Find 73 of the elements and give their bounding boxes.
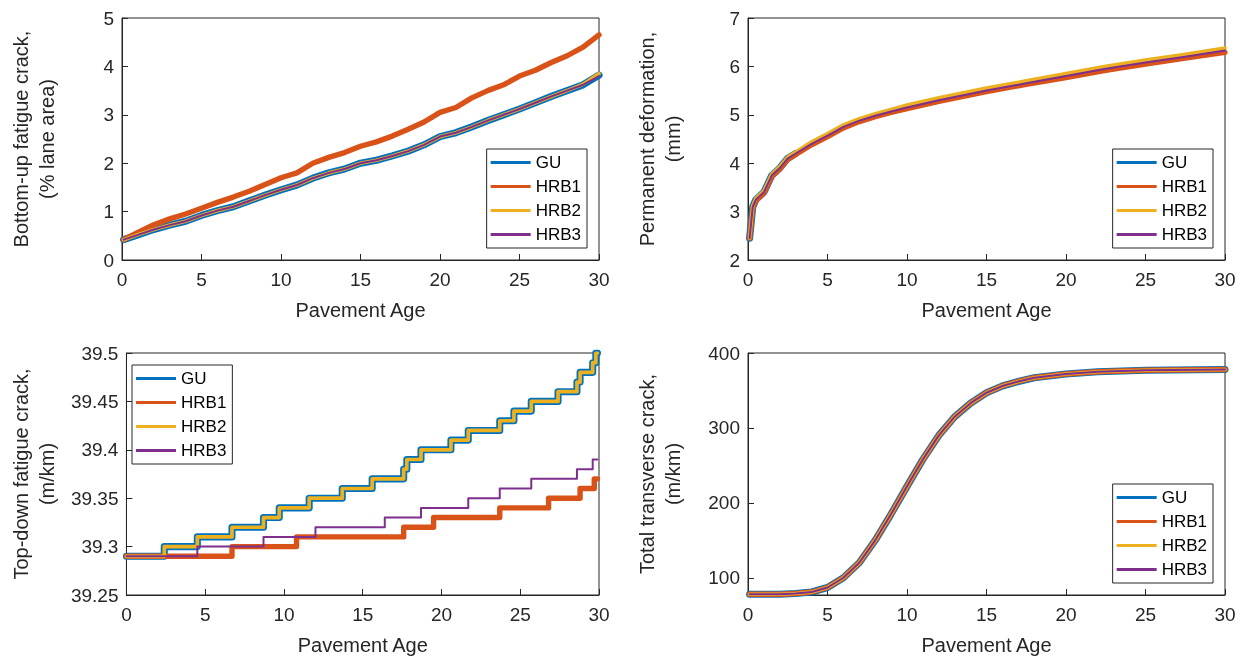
legend-label: HRB3 <box>1161 225 1208 244</box>
x-tick-label: 30 <box>588 604 610 625</box>
legend-label: HRB1 <box>1161 177 1208 196</box>
legend-label: GU <box>181 369 207 388</box>
y-axis-title: Bottom-up fatigue crack, (% lane area) <box>10 30 58 248</box>
y-axis-title: Top-down fatigue crack, (m/km) <box>10 368 58 580</box>
x-tick-label: 25 <box>1134 269 1157 290</box>
x-tick-label: 15 <box>349 269 372 290</box>
x-tick-label: 10 <box>273 604 295 625</box>
legend-label: HRB3 <box>1161 560 1208 579</box>
y-tick-label: 39.5 <box>81 342 119 364</box>
y-tick-label: 3 <box>729 201 740 223</box>
x-tick-label: 0 <box>121 604 132 625</box>
x-tick-label: 5 <box>822 604 833 625</box>
x-tick-label: 10 <box>896 269 918 290</box>
x-tick-label: 0 <box>742 269 754 290</box>
legend-label: HRB2 <box>1161 201 1208 220</box>
x-tick-label: 15 <box>352 604 374 625</box>
x-tick-label: 20 <box>1055 604 1077 625</box>
y-axis-title: Total transverse crack, (m/km) <box>636 373 684 575</box>
legend-label: GU <box>1161 153 1188 172</box>
x-axis-title: Pavement Age <box>921 299 1052 321</box>
x-tick-label: 5 <box>822 269 833 290</box>
y-tick-label: 5 <box>103 7 114 29</box>
y-tick-label: 400 <box>708 342 740 364</box>
legend-label: GU <box>535 153 562 172</box>
y-tick-label: 4 <box>729 152 741 174</box>
y-tick-label: 200 <box>708 492 740 514</box>
x-axis-title: Pavement Age <box>297 634 428 656</box>
x-tick-label: 20 <box>1055 269 1077 290</box>
x-tick-label: 30 <box>1214 269 1236 290</box>
legend-label: GU <box>1161 488 1188 507</box>
x-tick-label: 20 <box>429 269 451 290</box>
x-tick-label: 20 <box>430 604 453 625</box>
legend-label: HRB3 <box>535 225 582 244</box>
legend-label: HRB2 <box>1161 536 1208 555</box>
x-tick-label: 15 <box>975 604 998 625</box>
x-axis-title: Pavement Age <box>921 634 1052 656</box>
legend-label: HRB3 <box>181 441 227 460</box>
x-axis-title: Pavement Age <box>295 299 426 321</box>
legend-label: HRB1 <box>181 393 227 412</box>
legend-label: HRB2 <box>181 417 227 436</box>
y-tick-label: 39.3 <box>81 536 119 558</box>
legend-label: HRB1 <box>1161 512 1208 531</box>
x-tick-label: 25 <box>1134 604 1157 625</box>
x-tick-label: 10 <box>896 604 918 625</box>
x-tick-label: 10 <box>270 269 292 290</box>
x-tick-label: 5 <box>196 269 207 290</box>
y-tick-label: 1 <box>103 201 114 223</box>
y-tick-label: 100 <box>708 567 740 589</box>
legend-label: HRB1 <box>535 177 582 196</box>
legend-label: HRB2 <box>535 201 582 220</box>
y-tick-label: 300 <box>708 417 740 439</box>
y-tick-label: 2 <box>729 249 740 271</box>
y-tick-label: 7 <box>729 7 740 29</box>
x-tick-label: 30 <box>1214 604 1236 625</box>
y-tick-label: 0 <box>103 249 114 271</box>
y-tick-label: 39.4 <box>81 439 119 461</box>
x-tick-label: 0 <box>742 604 754 625</box>
x-tick-label: 25 <box>509 604 531 625</box>
x-tick-label: 30 <box>588 269 610 290</box>
y-tick-label: 4 <box>103 55 115 77</box>
x-tick-label: 15 <box>975 269 998 290</box>
y-tick-label: 2 <box>103 152 114 174</box>
y-tick-label: 39.45 <box>70 390 119 412</box>
y-tick-label: 5 <box>729 104 740 126</box>
x-tick-label: 5 <box>199 604 211 625</box>
y-tick-label: 3 <box>103 104 114 126</box>
y-tick-label: 6 <box>729 55 740 77</box>
y-axis-title: Permanent deformation, (mm) <box>636 31 684 247</box>
y-tick-label: 39.25 <box>70 584 119 606</box>
y-tick-label: 39.35 <box>70 487 119 509</box>
x-tick-label: 25 <box>508 269 531 290</box>
